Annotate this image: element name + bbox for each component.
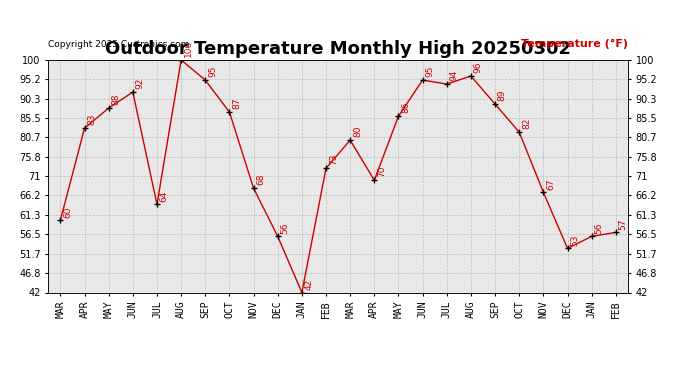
- Text: 87: 87: [233, 98, 241, 109]
- Text: 95: 95: [426, 66, 435, 77]
- Text: 53: 53: [571, 234, 580, 246]
- Text: 88: 88: [112, 94, 121, 105]
- Text: 83: 83: [88, 114, 97, 125]
- Text: 92: 92: [136, 78, 145, 89]
- Text: 68: 68: [257, 174, 266, 186]
- Text: 94: 94: [450, 70, 459, 81]
- Text: 67: 67: [546, 178, 555, 189]
- Text: 73: 73: [329, 154, 338, 165]
- Text: 60: 60: [63, 206, 72, 218]
- Text: 95: 95: [208, 66, 217, 77]
- Text: 100: 100: [184, 40, 193, 57]
- Text: 89: 89: [498, 90, 507, 101]
- Text: 57: 57: [619, 218, 628, 229]
- Text: 56: 56: [595, 222, 604, 234]
- Text: 82: 82: [522, 118, 531, 129]
- Text: Copyright 2025 Curtronics.com: Copyright 2025 Curtronics.com: [48, 40, 190, 49]
- Title: Outdoor Temperature Monthly High 20250302: Outdoor Temperature Monthly High 2025030…: [105, 40, 571, 58]
- Text: 86: 86: [402, 102, 411, 113]
- Text: 56: 56: [281, 222, 290, 234]
- Text: 70: 70: [377, 166, 386, 177]
- Text: 80: 80: [353, 126, 362, 137]
- Text: 64: 64: [160, 190, 169, 201]
- Text: 96: 96: [474, 62, 483, 73]
- Text: 42: 42: [305, 279, 314, 290]
- Text: Temperature (°F): Temperature (°F): [521, 39, 628, 49]
